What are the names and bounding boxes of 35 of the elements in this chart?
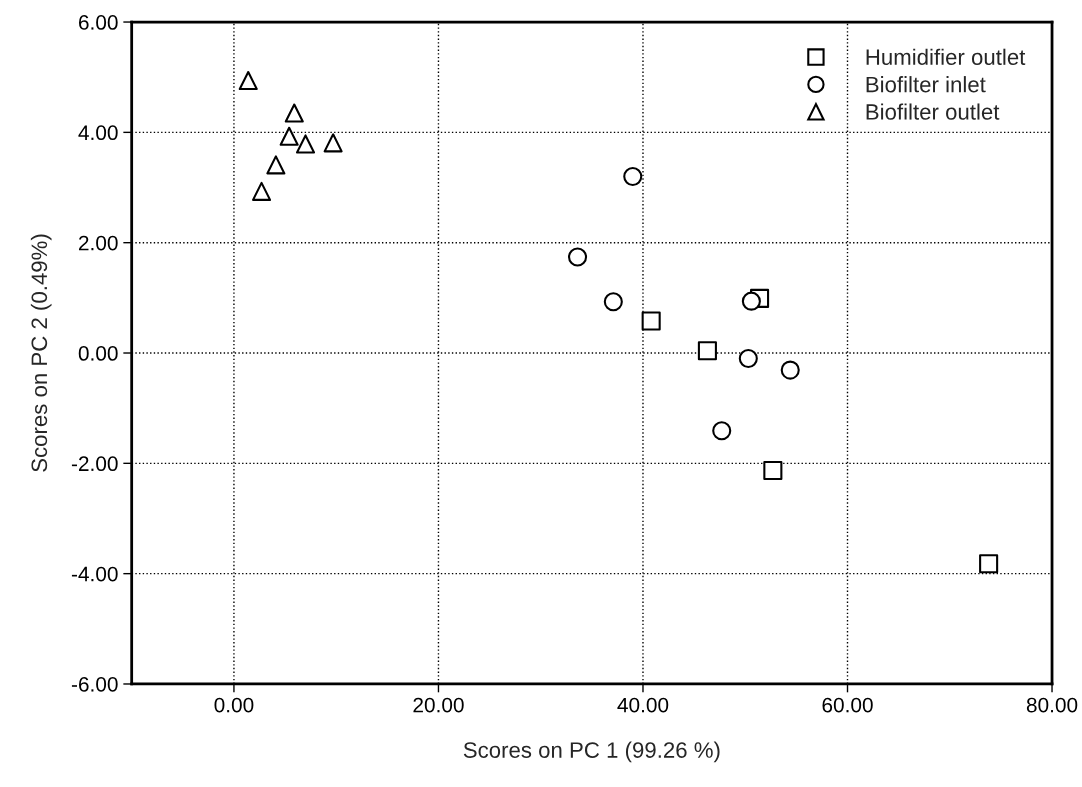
point [266,155,286,175]
legend-label: Biofilter inlet [866,76,986,93]
y-tick-label: -4.00 [71,566,118,582]
point [323,133,343,153]
point [780,360,800,380]
point [295,134,316,154]
x-tick-label: 40.00 [617,697,669,713]
y-tick-label: -2.00 [71,456,118,472]
point [979,554,999,574]
x-tick-label: 80.00 [1026,697,1078,713]
point [252,181,272,201]
point [567,247,588,267]
y-tick-label: 0.00 [78,346,118,361]
legend-label: Humidifier outlet [866,48,1026,66]
point [741,291,761,311]
point [738,348,758,369]
y-tick-label: 6.00 [79,15,118,30]
point [623,166,643,187]
x-tick-label: 0.00 [214,697,254,713]
point [763,460,783,481]
y-axis-title: Scores on PC 2 (0.49%) [30,234,52,472]
point [697,341,717,361]
point [279,126,299,146]
y-tick-label: -6.00 [71,676,118,692]
point [238,70,258,91]
point [284,103,304,123]
x-tick-label: 60.00 [822,697,873,713]
point [712,421,732,441]
point [603,292,623,312]
x-tick-label: 20.00 [413,697,464,713]
y-tick-label: 4.00 [78,125,118,141]
point [641,311,661,331]
legend-label: Biofilter outlet [866,103,1000,120]
x-axis-title: Scores on PC 1 (99.26 %) [463,741,720,763]
y-tick-label: 2.00 [78,235,118,251]
